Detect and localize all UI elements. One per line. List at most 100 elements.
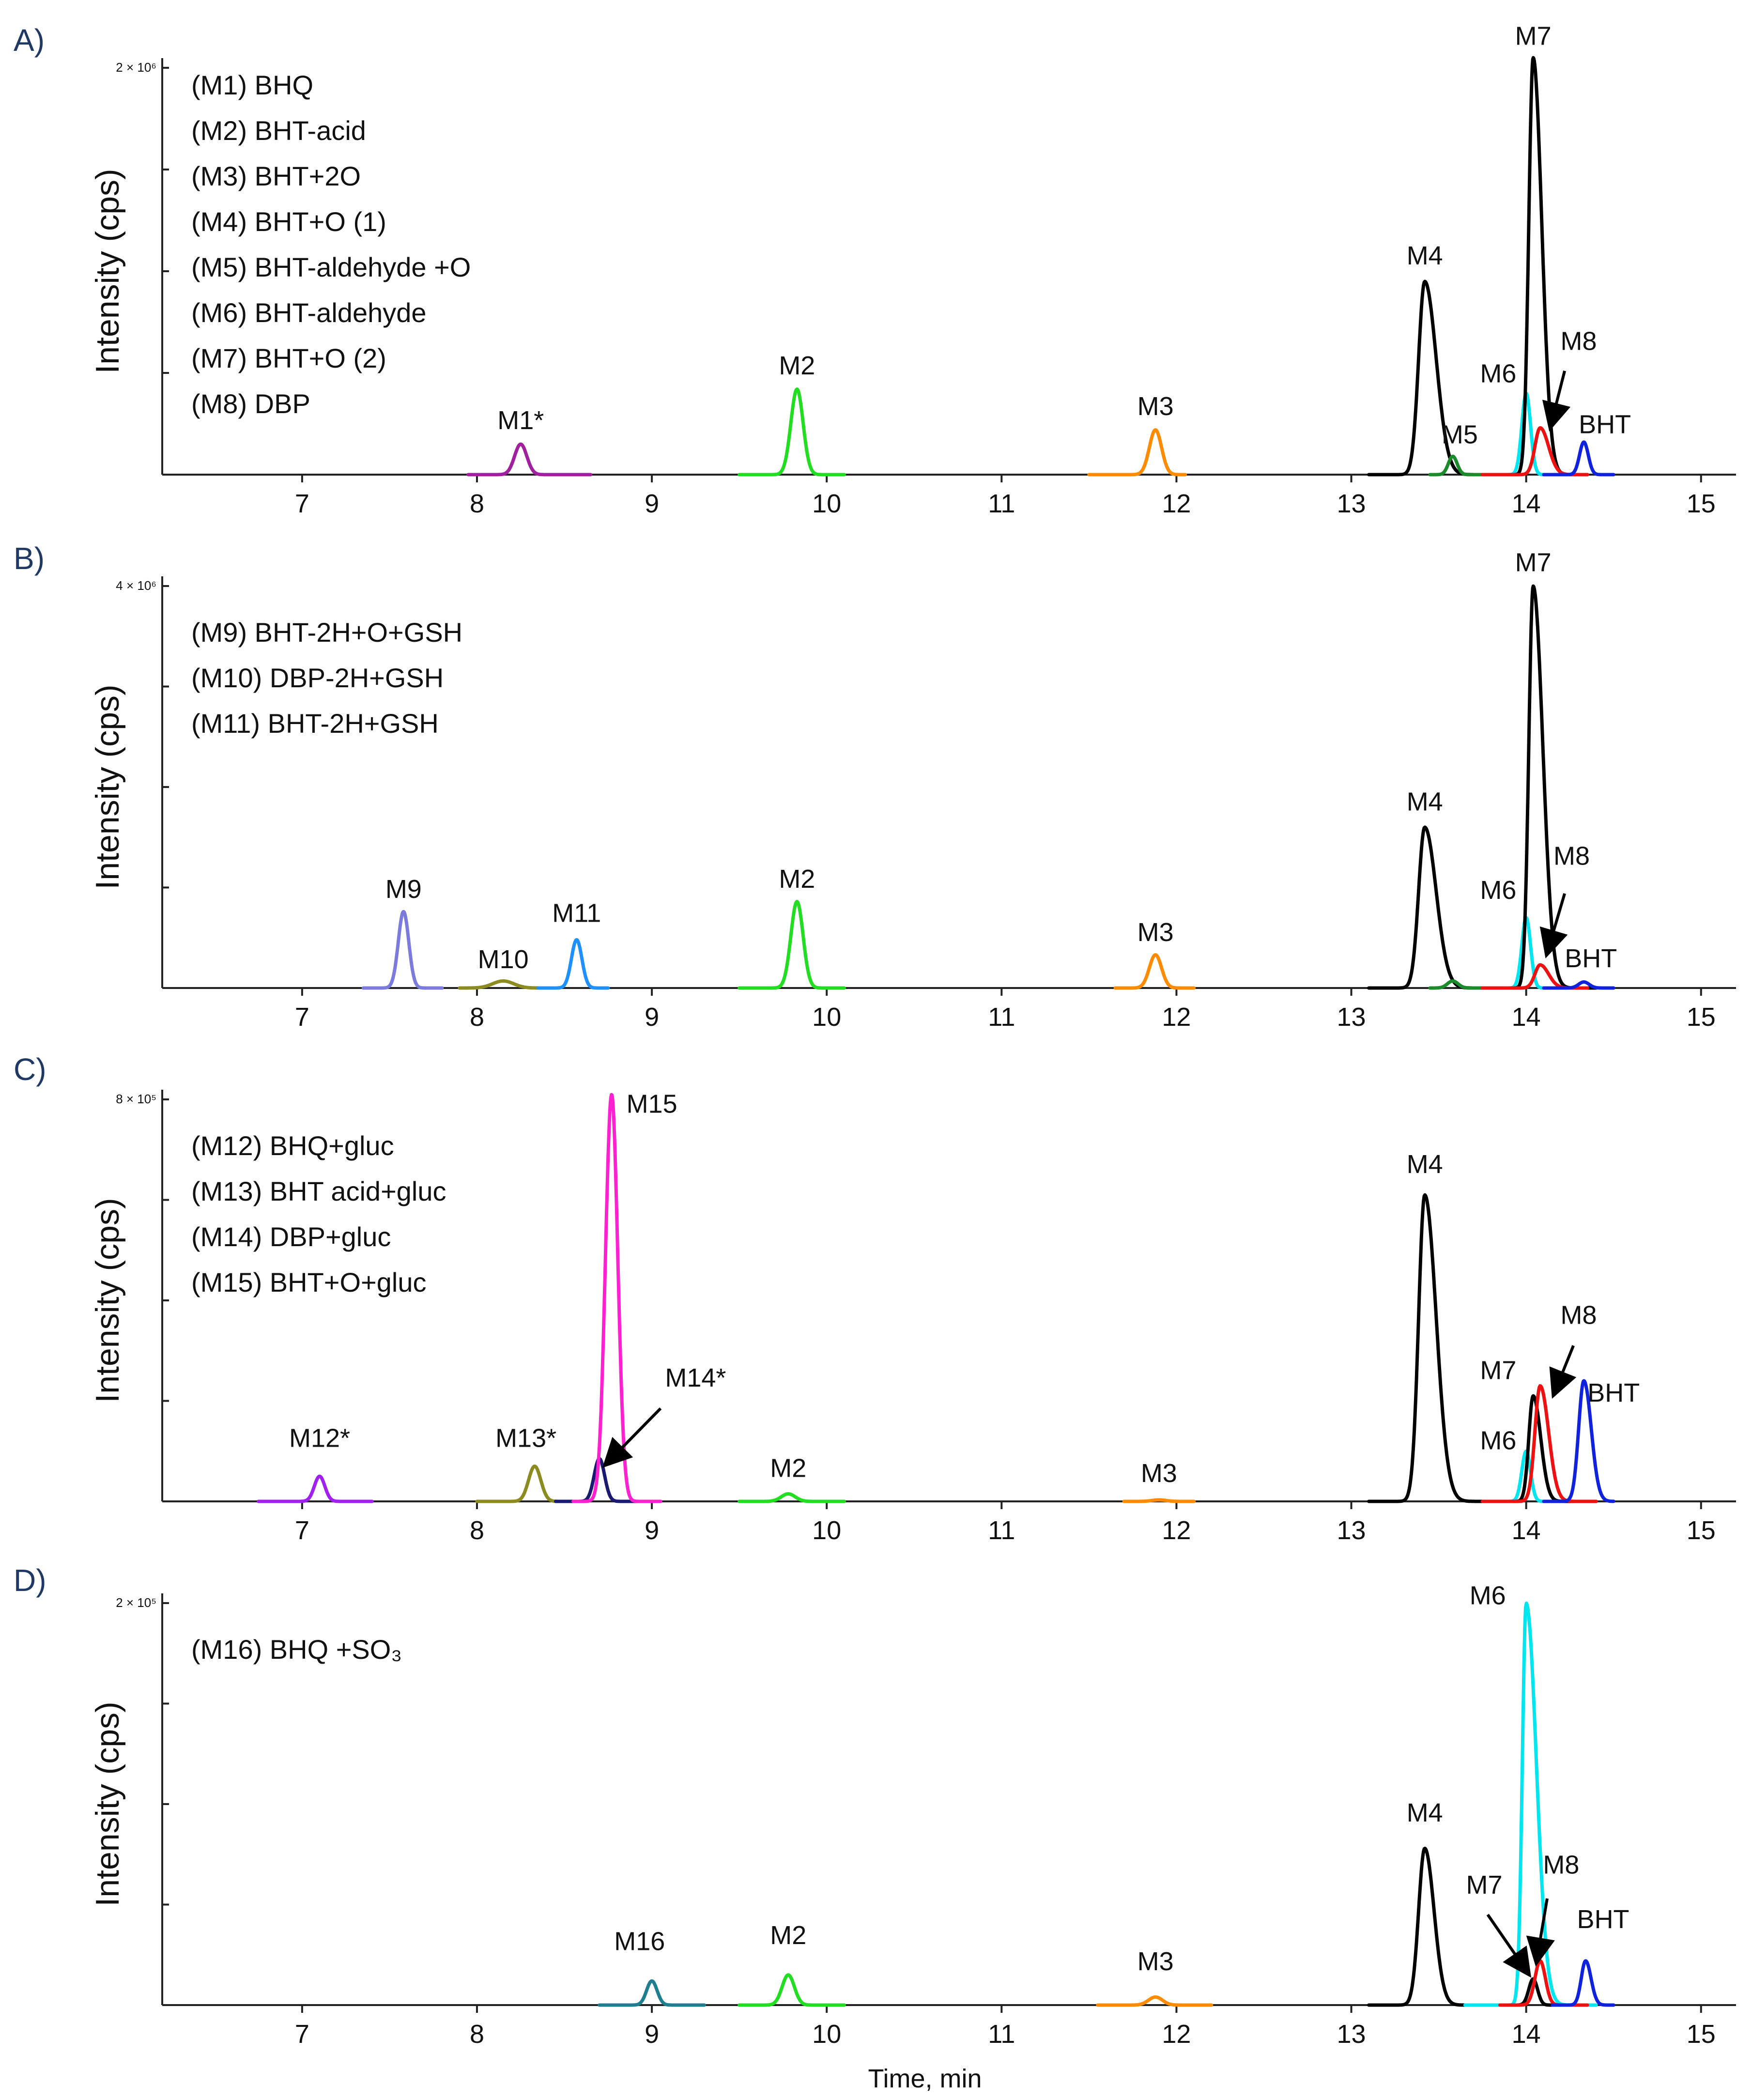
y-axis-label: Intensity (cps) [89,1701,126,1906]
peak-label: M1* [497,406,544,435]
panel-3: C) 8 × 10⁵ 7 8 9 10 11 12 13 14 15 Intensity (cps) (… [14,1052,1736,1545]
x-tick-label: 13 [1337,1516,1366,1545]
peak-label: M15 [627,1090,677,1119]
trace-M2 [738,387,846,477]
peak-label: M6 [1470,1581,1506,1610]
trace-M2 [738,900,846,990]
peak-label: M7 [1480,1356,1516,1385]
x-tick-label: 12 [1162,2020,1191,2049]
peak-label: M4 [1407,787,1443,816]
trace-BHT [1542,440,1615,477]
panel-letter: B) [14,541,45,576]
panel-4: D) 2 × 10⁵ 7 8 9 10 11 12 13 14 15 Intensity (cps) (… [14,1563,1736,2049]
peak-label: M6 [1480,359,1516,388]
x-axis-label: Time, min [868,2064,982,2093]
legend-entry: (M14) DBP+gluc [191,1221,391,1252]
x-tick-label: 13 [1337,1003,1366,1032]
x-tick-label: 8 [470,1516,484,1545]
trace-M1 [466,442,593,477]
legend-entry: (M2) BHT-acid [191,115,366,146]
trace-M10 [458,979,549,990]
trace-M2 [738,1973,846,2007]
peak-label: M3 [1137,1947,1174,1976]
trace-M4 [1367,1846,1484,2007]
legend-entry: (M10) DBP-2H+GSH [191,663,444,693]
peak-label: M14* [665,1363,726,1392]
trace-M12 [257,1474,374,1503]
peak-label: M2 [770,1921,806,1950]
x-tick-label: 8 [470,1003,484,1032]
trace-M6 [1498,391,1581,477]
y-axis-label: Intensity (cps) [89,1198,126,1403]
trace-M3 [1113,953,1196,990]
trace-M7 [1507,56,1589,477]
trace-M3 [1122,1498,1196,1503]
x-tick-label: 7 [295,1516,309,1545]
panel-letter: A) [14,23,45,58]
trace-M3 [1087,428,1187,477]
peak-label: M2 [770,1454,806,1483]
legend-entry: (M5) BHT-aldehyde +O [191,252,471,282]
legend-entry: (M7) BHT+O (2) [191,343,386,373]
x-tick-label: 7 [295,2020,309,2049]
arrow-M8 [1549,1345,1577,1399]
legend-entry: (M13) BHT acid+gluc [191,1176,446,1206]
peak-label: M7 [1466,1870,1502,1899]
trace-BHT [1542,1379,1615,1503]
peak-label: M4 [1407,1798,1443,1827]
peak-label: M2 [779,865,815,894]
peak-label: M8 [1543,1851,1579,1880]
peak-label: M2 [779,351,815,380]
legend-entry: (M15) BHT+O+gluc [191,1267,427,1297]
peak-label: M10 [478,945,529,974]
y-max-label: 2 × 10⁶ [116,60,156,75]
trace-M3 [1096,1995,1214,2007]
arrow-M8 [1539,893,1568,958]
y-max-label: 2 × 10⁵ [116,1595,156,1610]
x-tick-label: 14 [1512,1516,1541,1545]
trace-M9 [361,910,444,990]
trace-M4 [1367,825,1484,990]
x-tick-label: 12 [1162,1003,1191,1032]
legend-entry: (M1) BHQ [191,70,313,100]
x-tick-label: 14 [1512,2020,1541,2049]
trace-M16 [598,1979,706,2007]
x-tick-label: 7 [295,1003,309,1032]
x-tick-label: 8 [470,2020,484,2049]
legend-entry: (M3) BHT+2O [191,161,361,191]
peak-label: BHT [1577,1905,1629,1934]
panel-letter: C) [14,1052,46,1087]
peak-label: M6 [1480,1426,1516,1455]
trace-BHT [1542,980,1615,990]
x-tick-label: 13 [1337,489,1366,518]
x-tick-label: 15 [1687,1516,1716,1545]
x-tick-label: 11 [988,489,1015,518]
peak-label: M12* [289,1423,350,1452]
trace-M8 [1498,1959,1589,2007]
x-tick-label: 14 [1512,489,1541,518]
panel-1: A) 2 × 10⁶ 7 8 9 10 11 12 13 14 15 Intensity (cps) (… [14,21,1736,518]
peak-label: M8 [1553,841,1590,870]
x-tick-label: 10 [812,2020,841,2049]
x-tick-label: 12 [1162,489,1191,518]
peak-label: M16 [614,1927,665,1956]
arrow-M8 [1542,371,1571,432]
x-tick-label: 7 [295,489,309,518]
trace-M7 [1507,1394,1598,1503]
x-tick-label: 13 [1337,2020,1366,2049]
trace-M6 [1463,1601,1598,2007]
peak-label: M8 [1560,1300,1597,1329]
x-tick-label: 9 [645,1516,659,1545]
panel-2: B) 4 × 10⁶ 7 8 9 10 11 12 13 14 15 Intensity (cps) (… [14,541,1736,1032]
x-tick-label: 15 [1687,489,1716,518]
x-tick-label: 11 [988,1516,1015,1545]
peak-label: BHT [1587,1378,1640,1407]
legend-entry: (M12) BHQ+gluc [191,1130,394,1161]
x-tick-label: 15 [1687,2020,1716,2049]
peak-label: M7 [1515,21,1552,50]
x-tick-label: 8 [470,489,484,518]
trace-M7 [1507,584,1598,990]
y-axis-label: Intensity (cps) [89,169,126,373]
x-tick-label: 10 [812,1516,841,1545]
